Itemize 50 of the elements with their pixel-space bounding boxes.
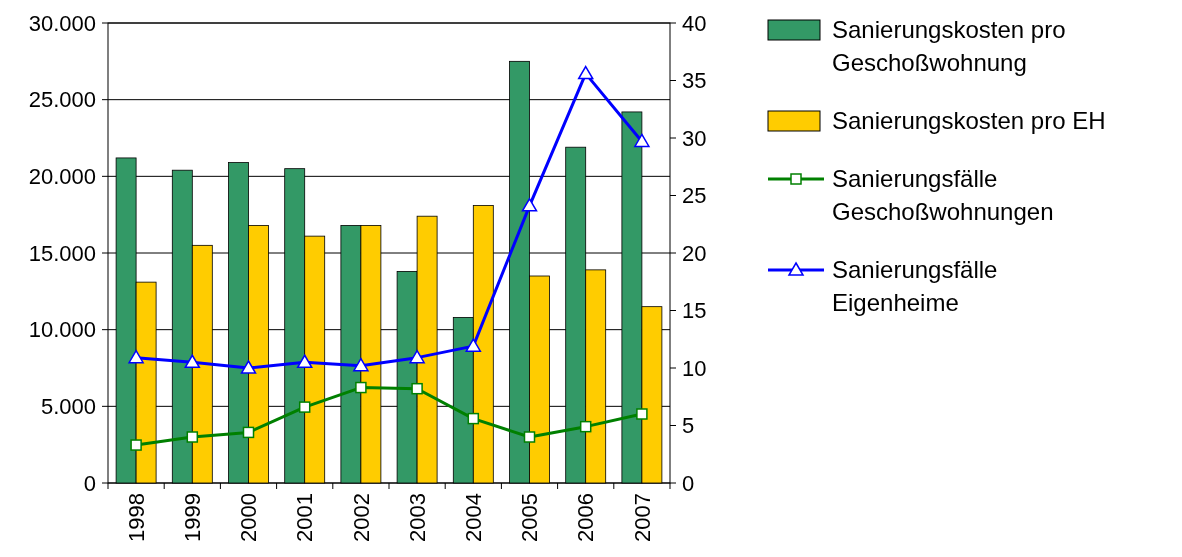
legend-label: Sanierungsfälle Geschoßwohnungen xyxy=(832,165,1054,225)
y2-tick-label: 10 xyxy=(682,355,707,381)
x-tick-label: 2004 xyxy=(461,493,486,542)
point xyxy=(355,381,367,394)
point xyxy=(634,133,650,148)
point xyxy=(577,65,594,80)
point xyxy=(130,439,142,451)
y2-tick-label: 30 xyxy=(682,125,707,151)
x-tick-label: 2002 xyxy=(348,493,374,542)
point xyxy=(636,408,648,420)
point xyxy=(242,426,255,439)
x-tick-label: 2007 xyxy=(629,493,655,542)
x-tick-label: 2000 xyxy=(236,493,262,542)
x-tick-label: 2005 xyxy=(517,493,543,542)
y2-tick-label: 35 xyxy=(682,68,707,94)
point xyxy=(467,412,480,425)
point xyxy=(240,360,257,374)
y-tick-label: 5.000 xyxy=(40,394,96,420)
point xyxy=(521,198,538,212)
x-tick-label: 1998 xyxy=(123,493,149,542)
y-tick-label: 15.000 xyxy=(28,240,96,266)
point xyxy=(579,420,592,433)
y2-tick-label: 15 xyxy=(682,298,707,324)
point xyxy=(184,354,201,368)
y2-tick-label: 5 xyxy=(682,413,695,439)
y-tick-label: 30.000 xyxy=(28,10,96,36)
x-tick-label: 2006 xyxy=(573,493,599,542)
y2-tick-label: 40 xyxy=(682,10,707,36)
y-tick-label: 20.000 xyxy=(28,164,96,190)
x-tick-label: 1999 xyxy=(180,493,205,542)
x-tick-label: 2003 xyxy=(404,493,430,542)
legend-label: Sanierungskosten pro EH xyxy=(832,107,1106,134)
point xyxy=(411,382,423,395)
y-tick-label: 10.000 xyxy=(28,317,96,343)
legend-label: Sanierungskosten pro Geschoßwohnung xyxy=(832,16,1066,76)
point xyxy=(298,401,311,413)
y2-tick-label: 25 xyxy=(682,183,707,209)
point xyxy=(353,357,369,372)
point xyxy=(465,338,482,352)
legend-label: Sanierungsfälle Eigenheime xyxy=(832,256,998,316)
y-tick-label: 0 xyxy=(83,470,96,496)
y2-tick-label: 0 xyxy=(682,470,695,496)
point xyxy=(296,354,313,368)
y-tick-label: 25.000 xyxy=(28,87,96,113)
point xyxy=(409,349,425,364)
point xyxy=(186,431,199,443)
point xyxy=(523,431,536,443)
x-tick-label: 2001 xyxy=(292,493,318,542)
point xyxy=(128,349,144,364)
y2-tick-label: 20 xyxy=(682,240,707,266)
